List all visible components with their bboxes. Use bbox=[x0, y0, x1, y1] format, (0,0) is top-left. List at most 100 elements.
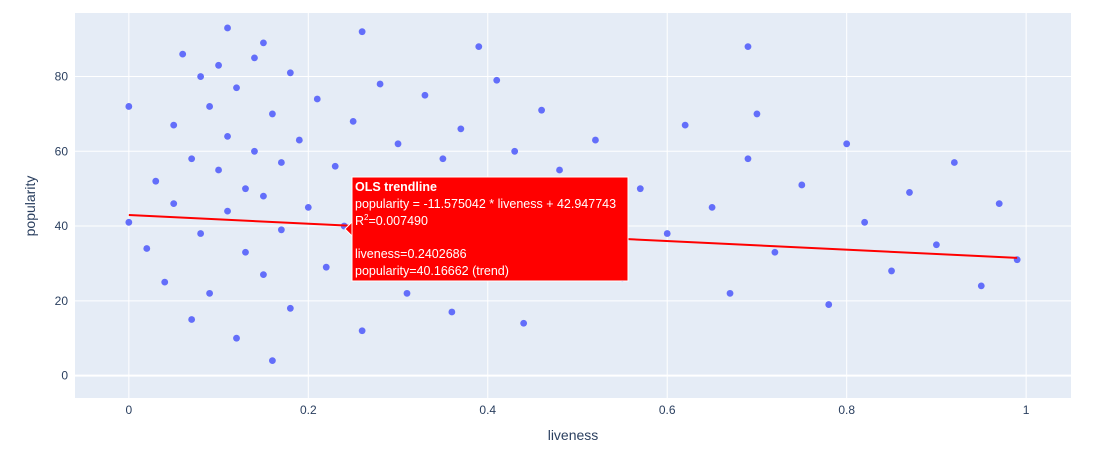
scatter-point[interactable] bbox=[224, 132, 231, 140]
y-tick-label: 20 bbox=[55, 294, 69, 308]
scatter-point[interactable] bbox=[206, 103, 213, 110]
scatter-point[interactable] bbox=[188, 316, 196, 323]
scatter-point[interactable] bbox=[457, 125, 465, 133]
x-axis-title: liveness bbox=[548, 427, 599, 443]
hover-r2-sup: 2 bbox=[364, 213, 369, 222]
grid-lines bbox=[75, 13, 1071, 398]
scatter-point[interactable] bbox=[439, 155, 447, 163]
scatter-point[interactable] bbox=[260, 192, 267, 200]
scatter-point[interactable] bbox=[286, 304, 294, 312]
scatter-point[interactable] bbox=[681, 121, 689, 129]
scatter-point[interactable] bbox=[977, 282, 985, 290]
scatter-point[interactable] bbox=[277, 159, 285, 166]
scatter-point[interactable] bbox=[251, 147, 258, 155]
scatter-point[interactable] bbox=[394, 140, 402, 148]
hover-r2: R2=0.007490 bbox=[355, 213, 428, 228]
scatter-point[interactable] bbox=[215, 166, 222, 174]
scatter-point[interactable] bbox=[349, 117, 357, 125]
y-tick-label: 60 bbox=[55, 144, 69, 158]
scatter-point[interactable] bbox=[861, 218, 869, 226]
scatter-point[interactable] bbox=[170, 200, 178, 208]
scatter-point[interactable] bbox=[197, 73, 205, 80]
y-tick-label: 80 bbox=[55, 70, 69, 84]
scatter-point[interactable] bbox=[260, 271, 267, 279]
scatter-point[interactable] bbox=[950, 159, 958, 166]
scatter-point[interactable] bbox=[592, 136, 599, 144]
scatter-point[interactable] bbox=[260, 39, 267, 47]
scatter-point[interactable] bbox=[224, 24, 231, 32]
scatter-point[interactable] bbox=[448, 308, 456, 316]
scatter-point[interactable] bbox=[556, 166, 563, 174]
scatter-point[interactable] bbox=[511, 147, 519, 155]
x-tick-label: 0.4 bbox=[479, 403, 496, 417]
scatter-point[interactable] bbox=[520, 319, 528, 327]
hover-title: OLS trendline bbox=[355, 180, 437, 194]
scatter-point[interactable] bbox=[358, 28, 366, 36]
scatter-point[interactable] bbox=[125, 103, 133, 110]
scatter-point[interactable] bbox=[726, 289, 734, 297]
scatter-point[interactable] bbox=[636, 185, 644, 193]
scatter-point[interactable] bbox=[179, 50, 187, 58]
scatter-point[interactable] bbox=[224, 207, 231, 215]
x-tick-label: 0.8 bbox=[838, 403, 855, 417]
hover-tooltip: OLS trendline popularity = -11.575042 * … bbox=[344, 176, 629, 282]
scatter-point[interactable] bbox=[753, 110, 761, 118]
scatter-point[interactable] bbox=[331, 162, 339, 170]
y-axis-ticks: 0 20 40 60 80 bbox=[55, 70, 69, 383]
scatter-point[interactable] bbox=[313, 95, 321, 103]
scatter-point[interactable] bbox=[269, 357, 276, 365]
scatter-point[interactable] bbox=[242, 185, 249, 193]
scatter-point[interactable] bbox=[888, 267, 895, 275]
scatter-point[interactable] bbox=[493, 76, 501, 84]
scatter-point[interactable] bbox=[152, 177, 160, 185]
scatter-point[interactable] bbox=[798, 181, 806, 189]
scatter-point[interactable] bbox=[125, 218, 133, 226]
scatter-point[interactable] bbox=[242, 248, 249, 256]
scatter-point[interactable] bbox=[233, 334, 240, 342]
scatter-point[interactable] bbox=[295, 136, 303, 144]
scatter-point[interactable] bbox=[403, 289, 411, 297]
y-tick-label: 0 bbox=[61, 369, 68, 383]
scatter-point[interactable] bbox=[421, 91, 429, 99]
scatter-point[interactable] bbox=[744, 43, 752, 51]
scatter-point[interactable] bbox=[825, 301, 833, 308]
scatter-point[interactable] bbox=[933, 241, 940, 249]
scatter-point[interactable] bbox=[358, 327, 366, 335]
scatter-point[interactable] bbox=[188, 155, 196, 163]
x-tick-label: 0.6 bbox=[659, 403, 676, 417]
hover-r2-prefix: R bbox=[355, 214, 364, 228]
hover-y-value: popularity=40.16662 (trend) bbox=[355, 264, 509, 278]
x-tick-label: 1 bbox=[1023, 403, 1030, 417]
scatter-point[interactable] bbox=[995, 200, 1003, 208]
scatter-point[interactable] bbox=[843, 140, 851, 148]
scatter-point[interactable] bbox=[269, 110, 276, 118]
scatter-point[interactable] bbox=[663, 230, 671, 237]
scatter-point[interactable] bbox=[771, 248, 779, 256]
scatter-point[interactable] bbox=[233, 84, 240, 92]
scatter-point[interactable] bbox=[376, 80, 384, 88]
y-axis-title: popularity bbox=[22, 176, 38, 237]
scatter-point[interactable] bbox=[322, 263, 330, 271]
scatter-point[interactable] bbox=[161, 278, 169, 286]
scatter-point[interactable] bbox=[744, 155, 752, 163]
scatter-point[interactable] bbox=[286, 69, 294, 77]
scatter-point[interactable] bbox=[170, 121, 178, 129]
x-tick-label: 0.2 bbox=[300, 403, 317, 417]
scatter-point[interactable] bbox=[708, 203, 716, 211]
hover-x-value: liveness=0.2402686 bbox=[355, 247, 467, 261]
scatter-point[interactable] bbox=[251, 54, 258, 62]
scatter-point[interactable] bbox=[538, 106, 545, 114]
scatter-point[interactable] bbox=[906, 189, 913, 196]
scatter-point[interactable] bbox=[206, 289, 213, 297]
scatter-point[interactable] bbox=[475, 43, 483, 51]
x-axis-ticks: 0 0.2 0.4 0.6 0.8 1 bbox=[125, 403, 1029, 417]
scatter-point[interactable] bbox=[197, 230, 205, 237]
y-tick-label: 40 bbox=[55, 219, 69, 233]
scatter-point[interactable] bbox=[304, 203, 312, 211]
scatter-point[interactable] bbox=[277, 226, 285, 234]
scatter-point[interactable] bbox=[143, 245, 151, 252]
scatter-point[interactable] bbox=[215, 61, 222, 69]
x-tick-label: 0 bbox=[125, 403, 132, 417]
hover-tooltip-box bbox=[351, 176, 629, 282]
